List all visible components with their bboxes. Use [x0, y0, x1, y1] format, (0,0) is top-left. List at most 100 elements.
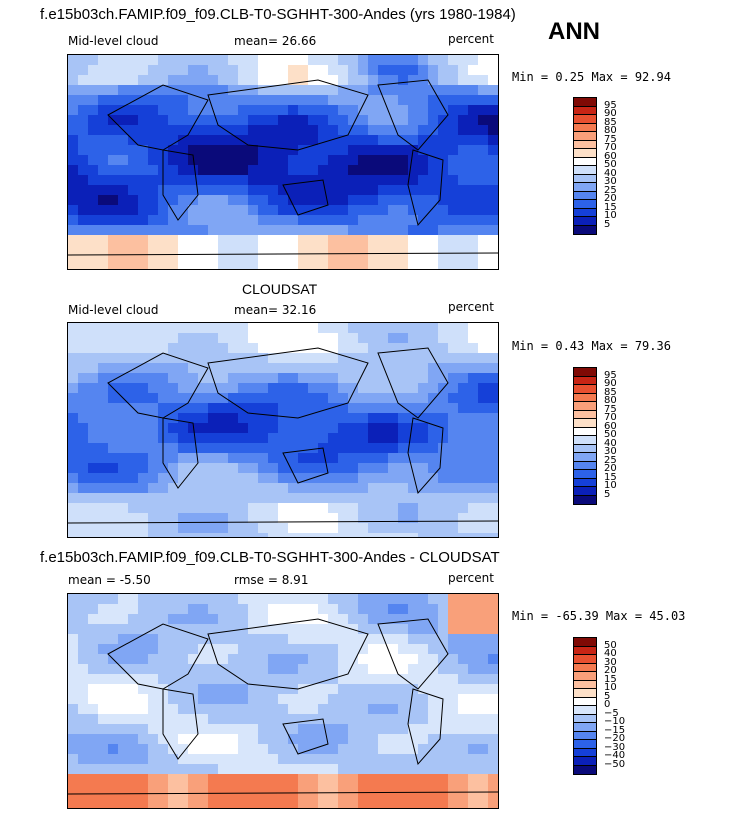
- map-cell: [408, 383, 419, 394]
- map-cell: [398, 473, 409, 484]
- panel3-units: percent: [448, 571, 494, 585]
- map-cell: [118, 175, 129, 186]
- map-cell: [188, 55, 199, 66]
- map-cell: [438, 493, 449, 504]
- map-cell: [128, 343, 139, 354]
- map-cell: [488, 674, 498, 685]
- map-cell: [198, 774, 209, 785]
- map-cell: [298, 225, 309, 236]
- map-cell: [148, 744, 159, 755]
- map-cell: [268, 195, 279, 206]
- map-cell: [438, 684, 449, 695]
- map-cell: [98, 215, 109, 226]
- map-cell: [368, 225, 379, 236]
- map-cell: [378, 265, 389, 269]
- map-cell: [328, 433, 339, 444]
- map-cell: [388, 333, 399, 344]
- map-cell: [258, 594, 269, 605]
- map-cell: [468, 443, 479, 454]
- map-cell: [438, 135, 449, 146]
- map-cell: [198, 493, 209, 504]
- map-cell: [238, 393, 249, 404]
- map-cell: [178, 343, 189, 354]
- map-cell: [428, 165, 439, 176]
- map-cell: [78, 255, 89, 266]
- map-cell: [128, 423, 139, 434]
- map-cell: [268, 403, 279, 414]
- map-cell: [238, 754, 249, 765]
- map-cell: [398, 724, 409, 735]
- map-cell: [338, 694, 349, 705]
- map-cell: [478, 443, 489, 454]
- map-cell: [178, 704, 189, 715]
- map-cell: [328, 353, 339, 364]
- map-cell: [128, 85, 139, 96]
- map-cell: [318, 323, 329, 334]
- map-cell: [178, 423, 189, 434]
- map-cell: [358, 413, 369, 424]
- map-cell: [388, 604, 399, 615]
- map-cell: [388, 714, 399, 725]
- map-cell: [278, 65, 289, 76]
- map-cell: [238, 323, 249, 334]
- map-cell: [468, 754, 479, 765]
- map-cell: [138, 734, 149, 745]
- map-cell: [128, 684, 139, 695]
- map-cell: [178, 55, 189, 66]
- map-cell: [138, 165, 149, 176]
- map-cell: [428, 235, 439, 246]
- map-cell: [268, 764, 279, 775]
- map-cell: [248, 654, 259, 665]
- map-cell: [288, 503, 299, 514]
- map-cell: [168, 694, 179, 705]
- map-cell: [128, 323, 139, 334]
- map-cell: [308, 754, 319, 765]
- map-cell: [78, 353, 89, 364]
- map-cell: [358, 255, 369, 266]
- map-cell: [328, 754, 339, 765]
- map-cell: [128, 714, 139, 725]
- map-cell: [88, 165, 99, 176]
- map-cell: [88, 95, 99, 106]
- coastline: [207, 79, 369, 151]
- map-cell: [198, 513, 209, 524]
- map-cell: [338, 145, 349, 156]
- map-cell: [158, 343, 169, 354]
- map-cell: [158, 624, 169, 635]
- map-cell: [88, 604, 99, 615]
- map-cell: [228, 433, 239, 444]
- map-cell: [438, 443, 449, 454]
- map-cell: [188, 403, 199, 414]
- map-cell: [68, 423, 79, 434]
- map-cell: [458, 55, 469, 66]
- map-cell: [388, 473, 399, 484]
- map-cell: [128, 473, 139, 484]
- map-cell: [308, 185, 319, 196]
- map-cell: [88, 195, 99, 206]
- coastline: [68, 791, 498, 795]
- map-cell: [188, 684, 199, 695]
- map-cell: [488, 483, 498, 494]
- map-cell: [448, 463, 459, 474]
- map-cell: [228, 483, 239, 494]
- map-cell: [468, 774, 479, 785]
- map-cell: [378, 383, 389, 394]
- map-cell: [268, 65, 279, 76]
- colorbar-tick-label: −5: [604, 707, 619, 719]
- map-cell: [488, 664, 498, 675]
- map-cell: [308, 604, 319, 615]
- map-cell: [198, 235, 209, 246]
- map-cell: [138, 363, 149, 374]
- map-cell: [428, 774, 439, 785]
- map-cell: [198, 483, 209, 494]
- map-cell: [318, 594, 329, 605]
- map-cell: [88, 724, 99, 735]
- map-cell: [218, 235, 229, 246]
- map-cell: [258, 155, 269, 166]
- map-cell: [138, 804, 149, 808]
- map-cell: [78, 634, 89, 645]
- map-cell: [438, 724, 449, 735]
- map-cell: [88, 513, 99, 524]
- map-cell: [178, 714, 189, 725]
- map-cell: [328, 413, 339, 424]
